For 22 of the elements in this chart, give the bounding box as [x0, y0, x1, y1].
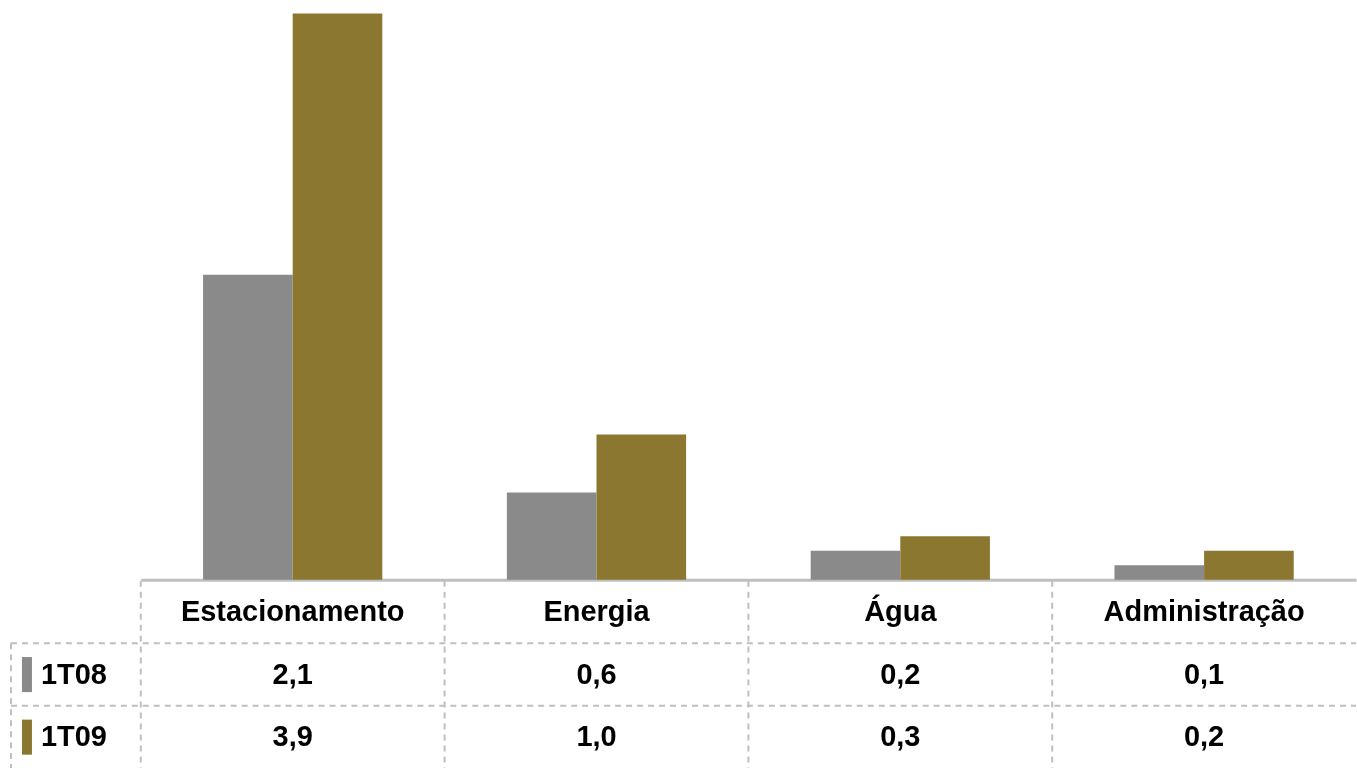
x-tick-label: Energia [543, 594, 651, 627]
bar [1114, 565, 1205, 580]
data-label: 3,9 [272, 720, 313, 753]
x-tick-label: Administração [1103, 594, 1305, 627]
bar [203, 274, 293, 580]
bar [900, 536, 990, 580]
data-label: 0,2 [1183, 720, 1225, 753]
data-label: 0,1 [1183, 657, 1225, 690]
bar [596, 434, 687, 580]
bar [810, 550, 901, 580]
data-label: 0,3 [880, 720, 921, 753]
data-label: 1,0 [576, 720, 617, 753]
bar [292, 13, 383, 580]
legend-label: 1T08 [40, 657, 107, 690]
legend-label: 1T09 [40, 720, 107, 753]
data-label: 0,2 [880, 657, 921, 690]
x-tick-label: Água [864, 593, 938, 627]
bar [506, 492, 597, 580]
x-tick-label: Estacionamento [180, 594, 405, 627]
bar [1204, 550, 1294, 580]
data-label: 2,1 [272, 657, 313, 690]
data-label: 0,6 [576, 657, 617, 690]
